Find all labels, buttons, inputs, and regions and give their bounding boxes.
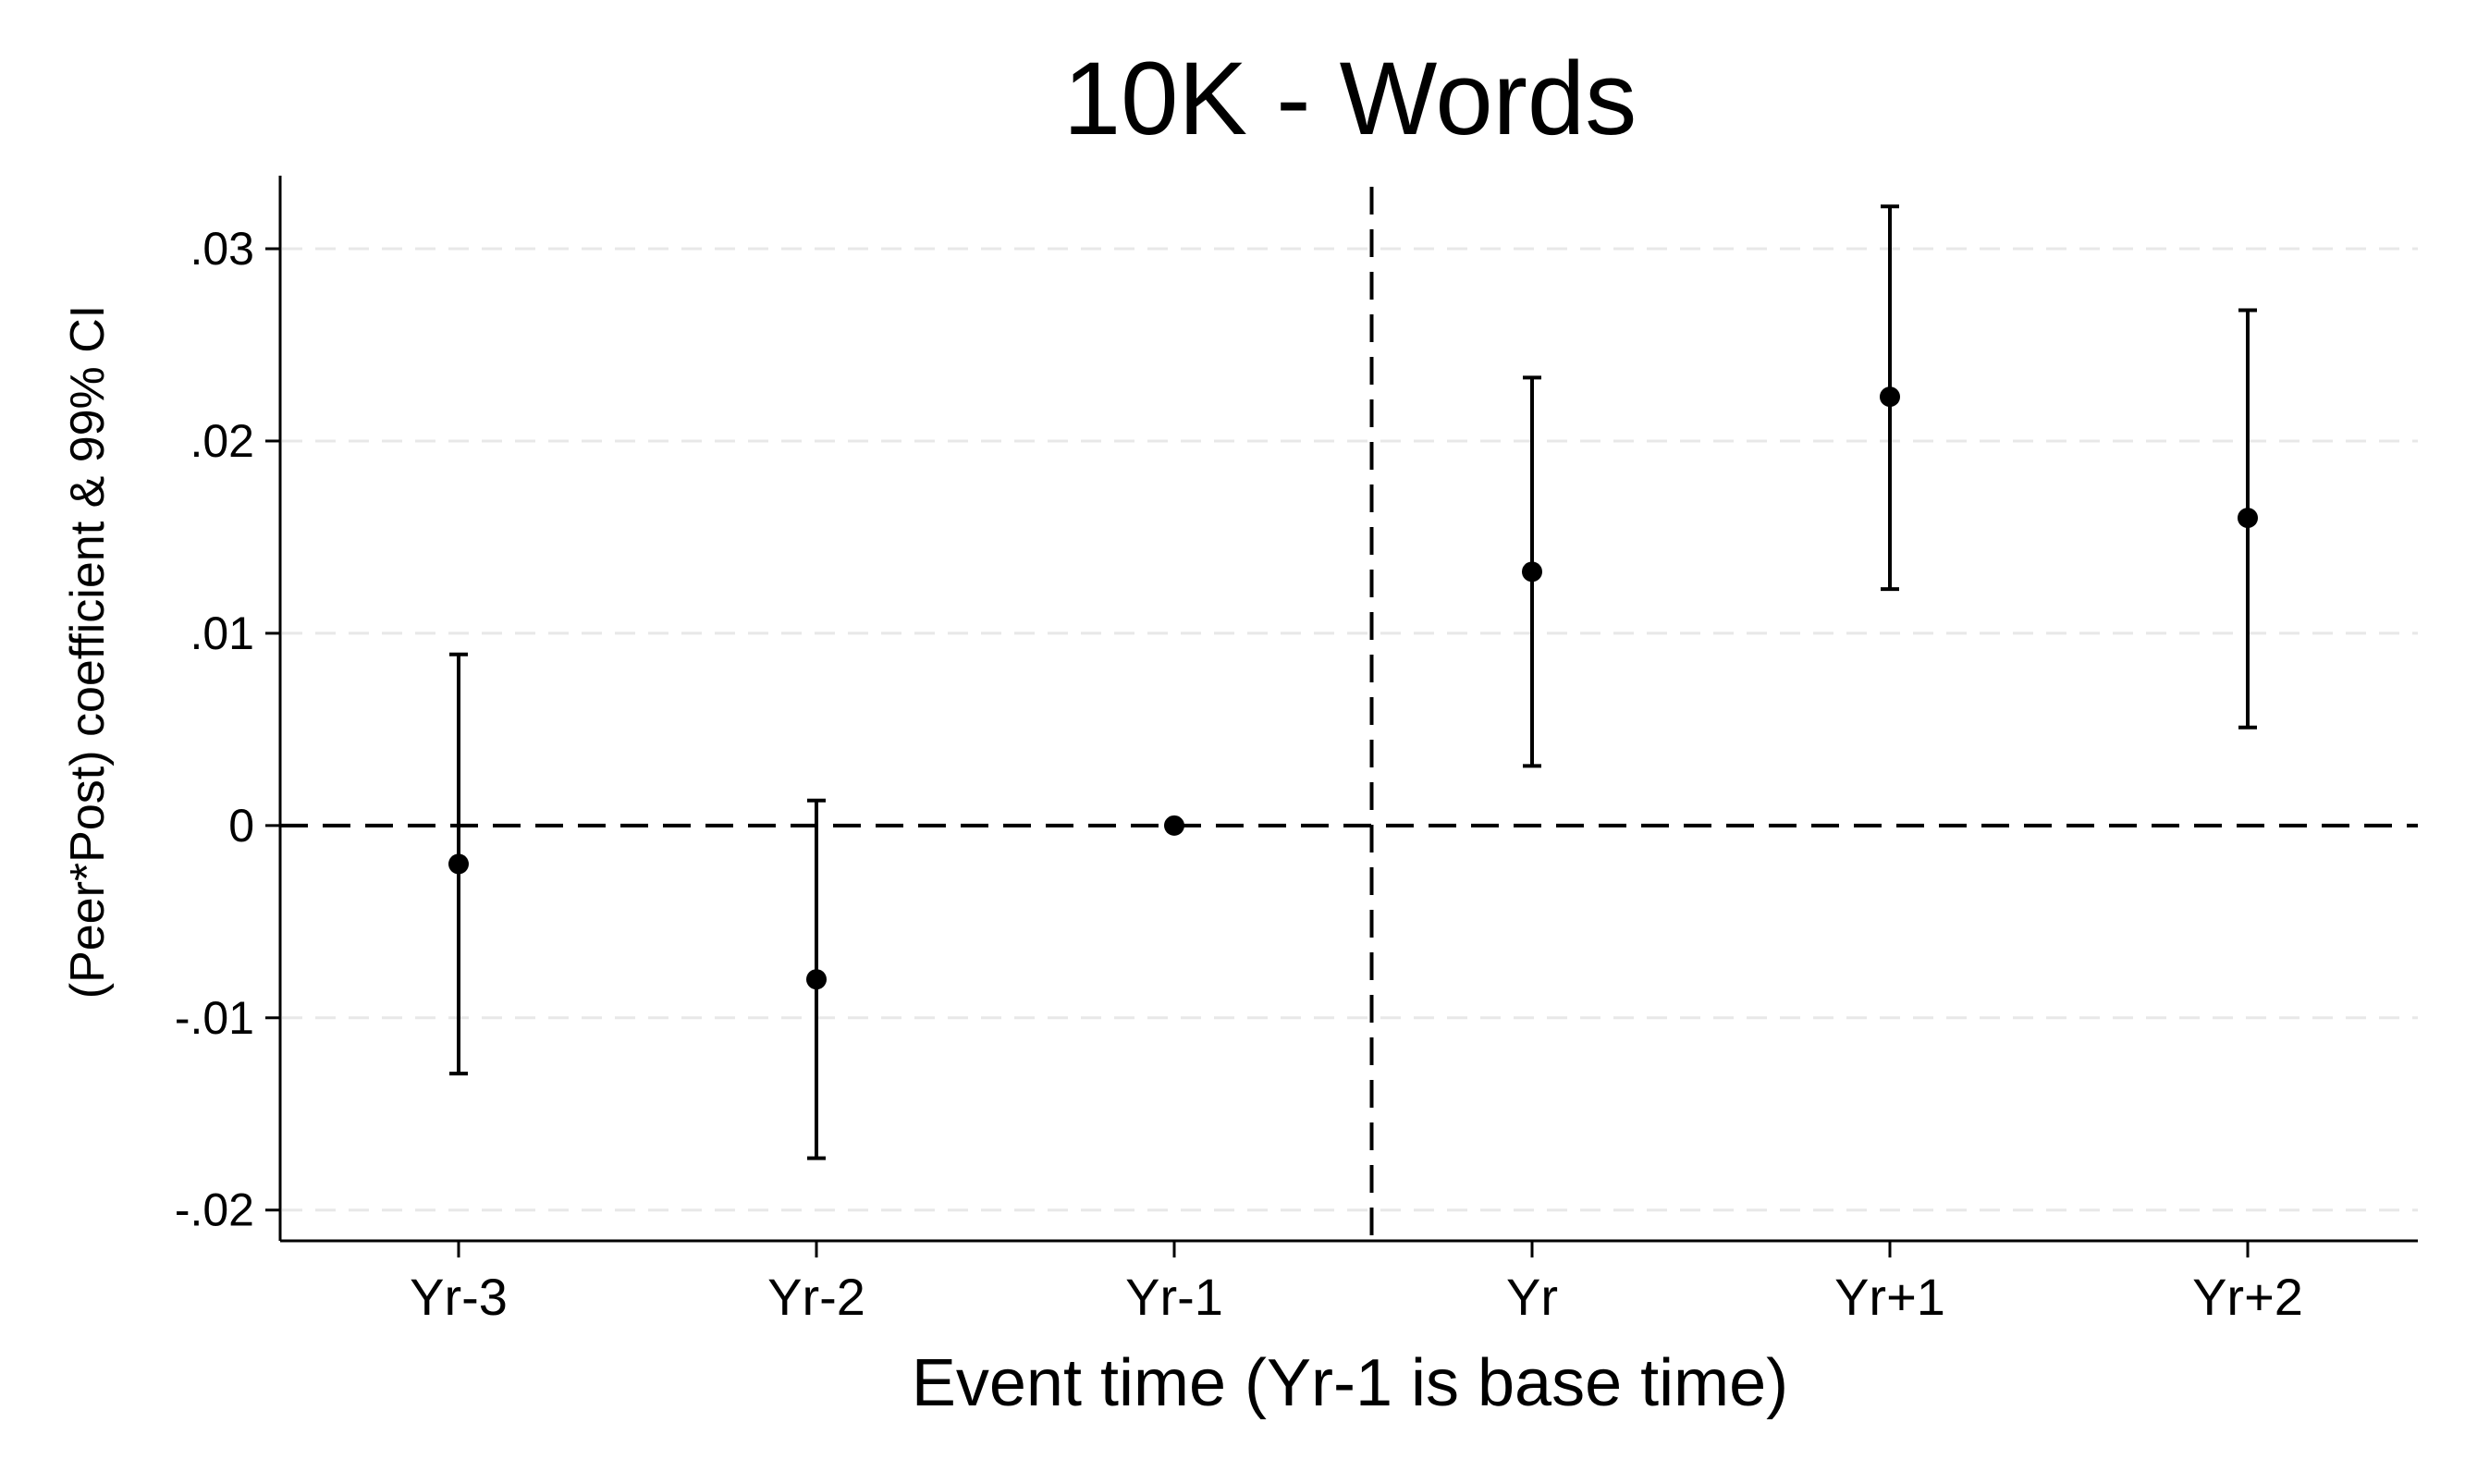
x-tick-label: Yr-1 [1125,1268,1223,1326]
axes: -.02 -.01 0 .01 .02 .03 Yr-3 Yr-2 Yr-1 Yr Yr+1 Yr+2 [175,176,2418,1326]
chart-title: 10K - Words [1063,41,1637,156]
x-tick-label: Yr [1506,1268,1558,1326]
point-estimate-marker [1164,815,1184,836]
y-tick-label: 0 [228,800,254,852]
data-points [448,204,2258,1160]
point-estimate-marker [806,969,827,990]
reference-lines [280,187,2418,1241]
point-estimate-marker [448,853,469,875]
point-estimate-marker [2238,508,2258,529]
y-axis-title: (Peer*Post) coefficient & 99% CI [61,305,115,1000]
x-tick-label: Yr-2 [767,1268,865,1326]
y-tick-label: -.01 [175,992,254,1044]
x-axis-title: Event time (Yr-1 is base time) [912,1346,1788,1420]
y-tick-label: -.02 [175,1184,254,1236]
point-estimate-marker [1522,561,1542,583]
y-tick-label: .03 [190,223,254,275]
y-tick-label: .01 [190,607,254,659]
x-tick-label: Yr+2 [2192,1268,2303,1326]
y-tick-label: .02 [190,415,254,467]
gridlines [282,247,2418,1212]
x-tick-label: Yr+1 [1834,1268,1945,1326]
point-estimate-marker [1880,386,1900,408]
x-tick-label: Yr-3 [410,1268,508,1326]
